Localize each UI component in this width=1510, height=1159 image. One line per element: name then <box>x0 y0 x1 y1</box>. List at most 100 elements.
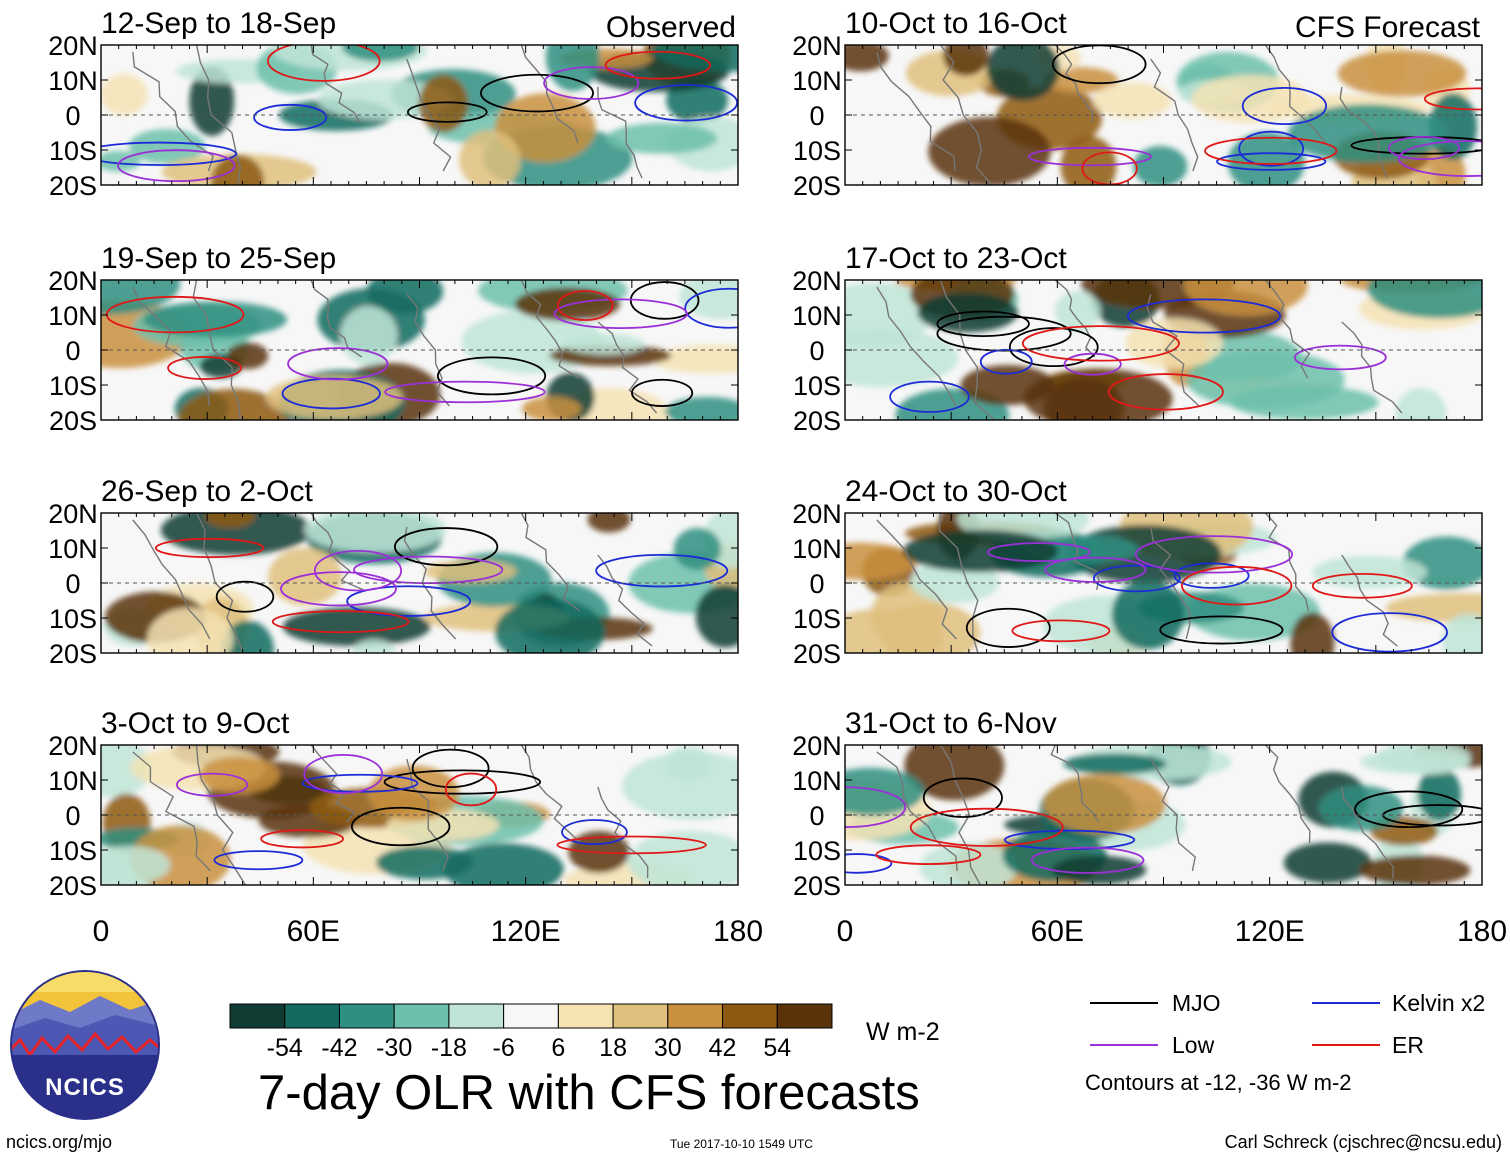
anomaly-blob <box>1290 612 1335 653</box>
x-tick-label: 60E <box>287 915 340 948</box>
colorbar-swatch <box>229 1003 286 1029</box>
panel-title: 3-Oct to 9-Oct <box>101 707 290 740</box>
y-tick-label: 20S <box>793 171 841 201</box>
footer-url[interactable]: ncics.org/mjo <box>6 1132 113 1152</box>
anomaly-blob <box>1044 378 1125 420</box>
legend-label-low: Low <box>1172 1032 1215 1058</box>
colorbar-label: -42 <box>321 1034 357 1062</box>
anomaly-blob <box>1441 613 1482 653</box>
contour-mjo <box>406 101 488 123</box>
contour-kelvin <box>684 287 738 329</box>
x-tick-label: 180 <box>1457 915 1507 948</box>
legend-label-mjo: MJO <box>1172 990 1221 1016</box>
anomaly-blob <box>1312 555 1427 589</box>
y-tick-label: 10S <box>49 604 97 634</box>
colorbar-swatch <box>393 1003 450 1029</box>
anomaly-blob <box>340 306 398 366</box>
contour-mjo <box>393 527 499 567</box>
coastline <box>1339 86 1388 179</box>
contour-low <box>1028 146 1152 167</box>
contour-legend <box>1090 1002 1380 1046</box>
footer-credit: Carl Schreck (cjschrec@ncsu.edu) <box>1224 1132 1502 1152</box>
anomaly-blob <box>1367 280 1482 319</box>
y-tick-label: 0 <box>809 569 824 599</box>
anomaly-blob <box>352 639 396 653</box>
anomaly-blob <box>1060 135 1117 185</box>
coastline <box>520 745 582 844</box>
anomaly-blob <box>1337 50 1467 97</box>
anomaly-blob <box>545 45 600 91</box>
y-tick-label: 10N <box>792 534 842 564</box>
contour-low <box>353 555 504 585</box>
anomaly-blob <box>695 584 738 648</box>
anomaly-blob <box>1054 290 1101 332</box>
y-tick-label: 20S <box>49 639 97 669</box>
y-tick-label: 20N <box>48 31 98 61</box>
contour-low <box>986 542 1091 562</box>
contour-low <box>175 772 249 797</box>
y-tick-label: 20N <box>792 266 842 296</box>
anomaly-blob <box>587 513 631 533</box>
logo-text: NCICS <box>45 1074 125 1101</box>
colorbar-swatch <box>338 1003 395 1029</box>
map-panel: 20N 10N 0 10S 20S 19-Sep to 25-Sep <box>48 242 739 436</box>
contour-er <box>1423 87 1482 111</box>
anomaly-blob <box>1111 579 1185 650</box>
panel-source-label: CFS Forecast <box>1295 11 1481 44</box>
colorbar-label: 30 <box>654 1034 682 1062</box>
panel-title: 24-Oct to 30-Oct <box>845 475 1067 508</box>
y-tick-label: 10S <box>49 836 97 866</box>
anomaly-blob <box>199 756 280 794</box>
contour-note: Contours at -12, -36 W m-2 <box>1085 1070 1352 1095</box>
wave-contours <box>101 45 738 183</box>
contour-er <box>1204 136 1338 165</box>
y-tick-label: 0 <box>65 801 80 831</box>
contour-low <box>845 786 907 828</box>
anomaly-blob <box>226 342 269 370</box>
colorbar-swatch <box>284 1003 340 1029</box>
contour-kelvin <box>1216 152 1327 171</box>
coastline <box>597 786 649 879</box>
contour-mjo <box>922 777 1003 818</box>
y-tick-label: 10N <box>48 66 98 96</box>
contour-kelvin <box>1173 562 1250 589</box>
contour-mjo <box>631 378 694 407</box>
anomaly-blob <box>845 328 959 388</box>
anomaly-blob <box>665 396 738 420</box>
contour-kelvin <box>253 103 328 131</box>
y-tick-label: 20S <box>793 871 841 901</box>
y-tick-label: 10S <box>793 371 841 401</box>
map-panel: 20N 10N 0 10S 20S 24-Oct to 30-Oct <box>792 475 1483 669</box>
anomaly-blob <box>304 513 447 553</box>
anomaly-blob <box>943 45 989 76</box>
contour-mjo <box>350 806 451 847</box>
colorbar-units: W m-2 <box>866 1018 940 1046</box>
x-tick-label: 120E <box>1235 915 1305 948</box>
colorbar-label: -6 <box>493 1034 515 1062</box>
contour-low <box>1063 352 1122 376</box>
coastline <box>520 513 581 612</box>
anomaly-blob <box>147 607 234 653</box>
contour-er <box>909 807 1064 847</box>
panel-title: 19-Sep to 25-Sep <box>101 242 336 275</box>
coastline <box>1341 321 1403 414</box>
contour-er <box>167 356 242 380</box>
legend-label-kelvin: Kelvin x2 <box>1392 990 1486 1016</box>
y-tick-label: 20N <box>48 266 98 296</box>
coastline <box>406 758 449 872</box>
contour-low <box>553 298 688 330</box>
coastline <box>597 86 643 179</box>
anomaly-blob <box>919 842 1018 885</box>
anomaly-blob <box>221 620 274 653</box>
map-panel: 20N 10N 0 10S 20S 3-Oct to 9-Oct <box>48 707 739 901</box>
ncics-logo: NCICS <box>10 970 160 1120</box>
legend-label-er: ER <box>1392 1032 1424 1058</box>
contour-er <box>1011 619 1111 643</box>
y-tick-label: 10N <box>792 301 842 331</box>
contour-low <box>313 549 402 592</box>
coastline <box>1150 58 1199 172</box>
coastline <box>1264 513 1310 612</box>
anomaly-blob <box>268 547 343 606</box>
contour-er <box>556 290 614 321</box>
